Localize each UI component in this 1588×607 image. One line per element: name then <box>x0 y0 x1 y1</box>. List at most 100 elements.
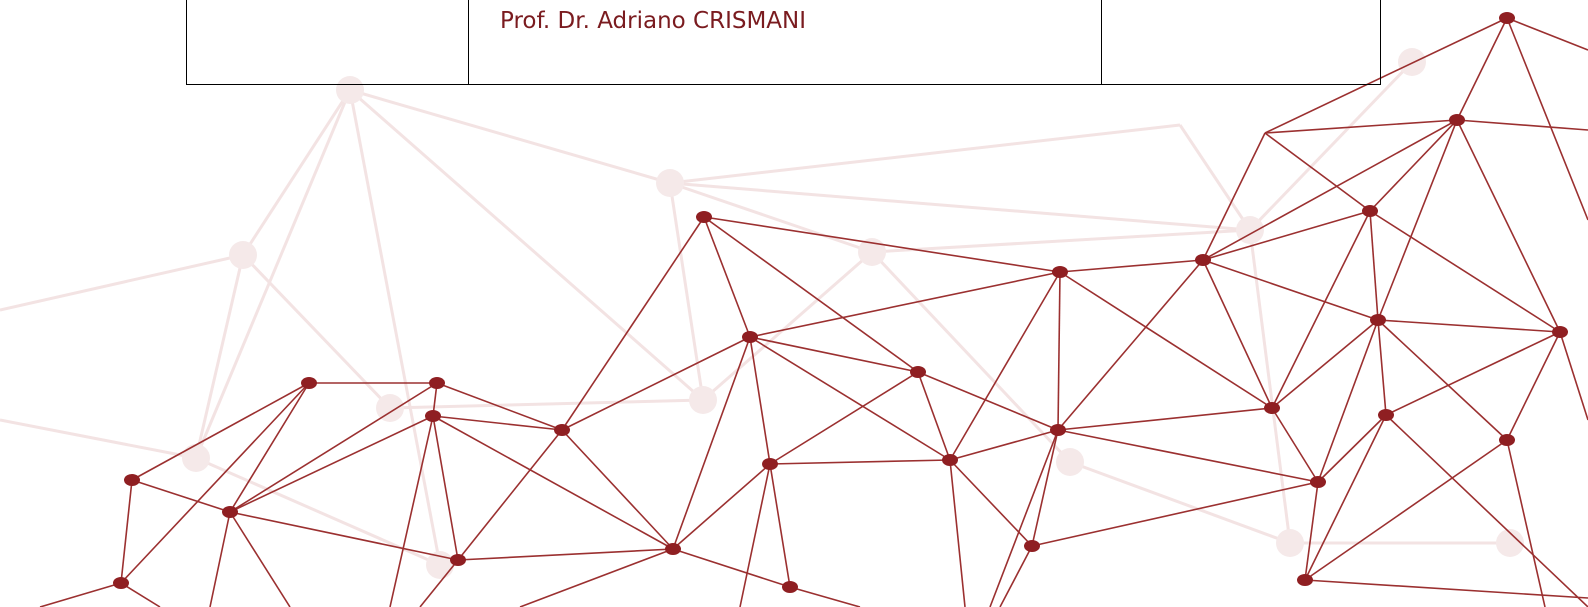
net-node <box>910 366 926 378</box>
bg-edge <box>350 90 670 183</box>
net-node <box>301 377 317 389</box>
net-edge <box>121 480 132 583</box>
net-edge <box>1203 260 1378 320</box>
net-node <box>1310 476 1326 488</box>
net-node <box>1050 424 1066 436</box>
net-node <box>1297 574 1313 586</box>
bg-node <box>426 551 454 579</box>
bg-edge <box>243 90 350 255</box>
net-node <box>782 581 798 593</box>
net-edge <box>1378 120 1457 320</box>
net-edge <box>770 460 950 464</box>
net-edge <box>458 430 562 560</box>
net-edge <box>1058 272 1060 430</box>
net-node <box>1024 540 1040 552</box>
signatory-name: Prof. Dr. Adriano CRISMANI <box>500 8 806 34</box>
bg-edge <box>196 255 243 458</box>
net-edge <box>520 549 673 607</box>
bg-edge <box>0 420 196 458</box>
net-node <box>1378 409 1394 421</box>
table-cell <box>187 0 469 84</box>
net-edge <box>230 512 290 607</box>
net-edge <box>1305 415 1386 580</box>
net-edge <box>458 549 673 560</box>
net-node <box>696 211 712 223</box>
net-edge <box>562 430 673 549</box>
table-cell: Prof. Dr. Adriano CRISMANI <box>469 0 1102 84</box>
net-edge <box>1370 211 1378 320</box>
net-node <box>1195 254 1211 266</box>
table-cell <box>1102 0 1380 84</box>
net-node <box>1370 314 1386 326</box>
net-node <box>665 543 681 555</box>
net-edge <box>950 460 1032 546</box>
net-edge <box>1370 211 1560 332</box>
bg-edge <box>670 125 1180 183</box>
net-edge <box>1203 211 1370 260</box>
net-edge <box>1386 415 1588 607</box>
bg-node <box>656 169 684 197</box>
net-edge <box>230 383 437 512</box>
net-edge <box>1378 320 1507 440</box>
net-edge <box>1507 18 1588 220</box>
net-edge <box>990 430 1058 607</box>
net-edge <box>770 464 790 587</box>
net-edge <box>1370 120 1457 211</box>
net-edge <box>1507 332 1560 440</box>
net-edge <box>918 372 1058 430</box>
net-edge <box>1265 120 1457 133</box>
bg-edge <box>350 90 440 565</box>
net-edge <box>704 217 750 337</box>
net-edge <box>1378 320 1560 332</box>
net-node <box>762 458 778 470</box>
net-edge <box>40 583 121 607</box>
net-node <box>222 506 238 518</box>
bg-node <box>1056 448 1084 476</box>
net-node <box>554 424 570 436</box>
net-node <box>942 454 958 466</box>
net-edge <box>1000 546 1032 607</box>
net-edge <box>1378 320 1386 415</box>
bg-node <box>229 241 257 269</box>
bg-edge <box>390 400 703 408</box>
net-node <box>1449 114 1465 126</box>
bg-edge <box>0 255 243 310</box>
net-node <box>1264 402 1280 414</box>
net-edge <box>1457 18 1507 120</box>
net-edge <box>1272 211 1370 408</box>
net-edge <box>950 460 965 607</box>
net-edge <box>750 337 770 464</box>
net-node <box>742 331 758 343</box>
net-edge <box>950 430 1058 460</box>
bg-edge <box>1180 125 1250 230</box>
net-edge <box>918 372 950 460</box>
bg-edge <box>872 230 1250 252</box>
bg-edge <box>1250 62 1412 230</box>
net-edge <box>1058 408 1272 430</box>
network-decoration <box>0 0 1588 607</box>
bg-node <box>182 444 210 472</box>
page: Prof. Dr. Adriano CRISMANI (() => { cons… <box>0 0 1588 607</box>
net-edge <box>1203 120 1457 260</box>
net-edge <box>210 512 230 607</box>
net-node <box>1362 205 1378 217</box>
net-edge <box>230 512 458 560</box>
net-node <box>425 410 441 422</box>
net-edge <box>433 416 458 560</box>
net-edge <box>673 549 790 587</box>
bg-edge <box>670 183 1250 230</box>
bg-edge <box>703 252 872 400</box>
net-edge <box>230 416 433 512</box>
net-edge <box>750 272 1060 337</box>
signature-table: Prof. Dr. Adriano CRISMANI <box>186 0 1381 85</box>
net-edge <box>770 372 918 464</box>
net-edge <box>1507 440 1545 607</box>
net-edge <box>1457 120 1588 130</box>
net-edge <box>1386 332 1560 415</box>
net-node <box>1552 326 1568 338</box>
net-edge <box>132 480 230 512</box>
net-edge <box>790 587 860 607</box>
net-node <box>1052 266 1068 278</box>
bg-node <box>1276 529 1304 557</box>
net-edge <box>1305 580 1588 598</box>
